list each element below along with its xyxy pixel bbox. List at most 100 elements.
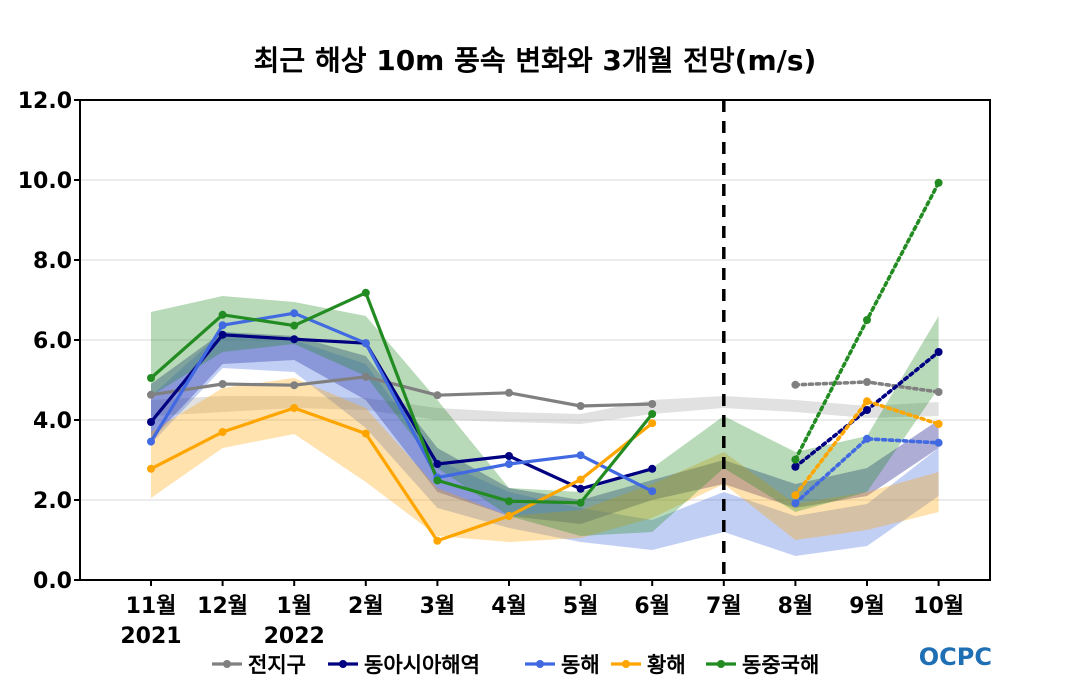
series-line-3 <box>150 406 654 543</box>
x-tick-label: 6월 <box>634 594 670 619</box>
forecast-point <box>934 388 943 396</box>
data-point <box>505 497 513 506</box>
x-tick-label: 7월 <box>706 594 742 619</box>
legend-swatch-point <box>622 660 630 668</box>
data-point <box>147 464 155 473</box>
data-point <box>433 536 442 545</box>
year-label: 2022 <box>264 624 325 649</box>
x-tick-label: 2월 <box>348 594 384 619</box>
forecast-point <box>934 178 943 187</box>
data-point <box>290 404 299 412</box>
year-label: 2021 <box>120 624 181 649</box>
forecast-point <box>791 491 800 500</box>
legend-swatch-point <box>223 660 231 668</box>
data-point <box>290 335 299 344</box>
data-point <box>648 400 657 408</box>
legend-swatch-point <box>339 660 347 668</box>
y-tick-label: 8.0 <box>33 249 72 274</box>
data-point <box>147 437 155 446</box>
data-point <box>290 381 299 390</box>
data-point <box>361 372 370 381</box>
forecast-point <box>863 406 871 414</box>
band-3 <box>151 378 939 542</box>
band-2 <box>151 332 939 556</box>
data-point <box>648 487 657 496</box>
y-tick-label: 12.0 <box>18 89 72 114</box>
legend-label: 동아시아해역 <box>364 653 480 677</box>
data-point <box>576 402 585 410</box>
forecast-point <box>934 420 943 428</box>
data-point <box>505 452 513 460</box>
band-4 <box>151 296 939 536</box>
legend-label: 전지구 <box>248 653 306 677</box>
legend: 전지구 동아시아해역 동해 황해 동중국해 <box>212 653 819 677</box>
data-point <box>505 388 513 397</box>
x-tick-label: 1월 <box>276 594 312 619</box>
data-point <box>433 391 442 400</box>
y-tick-label: 2.0 <box>33 489 72 514</box>
legend-swatch-point <box>717 660 725 668</box>
forecast-point <box>791 380 800 389</box>
forecast-point <box>863 316 871 324</box>
legend-label: 황해 <box>647 653 686 677</box>
data-point <box>218 380 227 388</box>
forecast-point <box>934 348 943 356</box>
data-point <box>290 309 299 318</box>
data-point <box>576 451 585 460</box>
series-line-4 <box>149 291 654 505</box>
y-tick-label: 4.0 <box>33 409 72 434</box>
x-tick-label: 10월 <box>913 594 964 619</box>
x-axis: 11월 12월 1월 2월 3월 4월 5월 6월 7월 8월 9월 10월 2021 2022 <box>120 580 964 649</box>
data-point <box>218 310 227 319</box>
series-points <box>147 178 943 545</box>
chart-title: 최근 해상 10m 풍속 변화와 3개월 전망(m/s) <box>254 44 817 77</box>
data-point <box>648 419 657 428</box>
data-point <box>433 476 442 485</box>
data-point <box>218 428 227 436</box>
data-point <box>218 321 227 330</box>
series-line-1 <box>149 333 653 491</box>
data-point <box>218 330 227 339</box>
data-point <box>361 429 370 438</box>
x-tick-label: 9월 <box>849 594 885 619</box>
y-tick-label: 10.0 <box>18 169 72 194</box>
forecast-point <box>863 378 871 386</box>
data-point <box>648 464 657 473</box>
y-tick-label: 6.0 <box>33 329 72 354</box>
forecast-point <box>934 438 943 447</box>
forecast-point <box>791 455 800 464</box>
y-axis: 0.0 2.0 4.0 6.0 8.0 10.0 12.0 <box>18 89 80 594</box>
data-point <box>505 460 513 468</box>
ocpc-logo: OCPC <box>919 643 992 671</box>
data-point <box>361 339 370 348</box>
y-tick-label: 0.0 <box>33 569 72 594</box>
data-point <box>361 288 370 297</box>
series-line-2 <box>149 311 653 493</box>
range-bands <box>151 296 939 556</box>
data-point <box>290 321 299 330</box>
legend-label: 동해 <box>561 653 600 677</box>
x-tick-label: 5월 <box>563 594 599 619</box>
logo-text: OCPC <box>919 643 992 671</box>
legend-swatch-point <box>536 660 544 668</box>
forecast-point <box>791 499 800 508</box>
data-point <box>147 374 155 382</box>
data-point <box>576 475 585 484</box>
data-point <box>576 484 585 493</box>
x-tick-label: 8월 <box>778 594 814 619</box>
band-0 <box>151 396 939 424</box>
data-point <box>147 418 155 426</box>
data-point <box>648 410 657 418</box>
data-point <box>505 512 513 520</box>
data-point <box>147 390 155 399</box>
data-point <box>433 460 442 468</box>
legend-label: 동중국해 <box>742 653 819 677</box>
x-tick-label: 12월 <box>197 594 248 619</box>
forecast-point <box>863 434 871 443</box>
forecast-point <box>863 397 871 406</box>
x-tick-label: 3월 <box>420 594 456 619</box>
data-point <box>576 498 585 507</box>
x-tick-label: 11월 <box>126 594 177 619</box>
forecast-point <box>791 462 800 471</box>
